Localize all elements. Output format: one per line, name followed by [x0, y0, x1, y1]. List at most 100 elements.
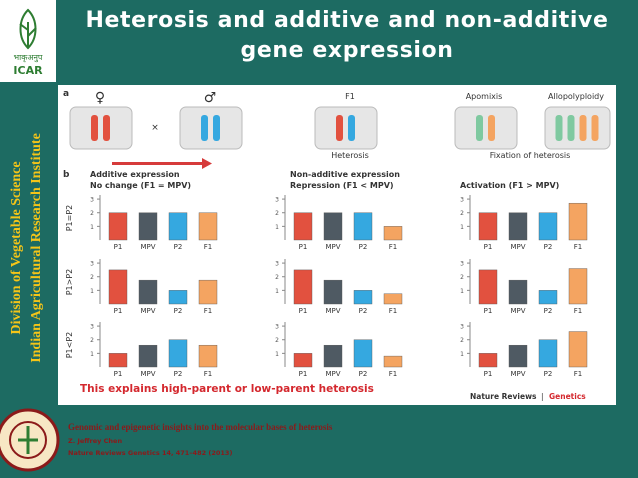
x-tick-label: F1: [389, 370, 397, 378]
logo-hindi: भाकृअनुप: [14, 53, 43, 63]
reference-journal: Nature Reviews Genetics 14, 471–482 (201…: [68, 449, 232, 457]
bar: [198, 212, 218, 241]
bar: [108, 269, 128, 305]
chromosome: [103, 115, 110, 141]
reference-author: Z. Jeffrey Chen: [68, 437, 122, 445]
arrow-bar: [112, 162, 202, 165]
sidebar-line: Division of Vegetable Science: [9, 161, 24, 334]
bar: [538, 212, 558, 241]
sidebar-line: Indian Agricultural Research Institute: [29, 133, 44, 363]
chromosome: [213, 115, 220, 141]
x-tick-label: P1: [114, 370, 123, 378]
chromosome: [567, 115, 575, 141]
x-tick-label: P1: [484, 370, 493, 378]
bar: [108, 353, 128, 368]
bar: [478, 269, 498, 305]
bar: [568, 331, 588, 368]
cell: [544, 106, 611, 150]
x-tick-label: F1: [389, 243, 397, 251]
x-tick-label: MPV: [140, 243, 155, 251]
x-tick-label: P1: [299, 243, 308, 251]
bottom-logo: [0, 408, 60, 472]
arrow-head: [202, 158, 212, 169]
chromosome: [476, 115, 483, 141]
bar: [293, 269, 313, 305]
x-tick-label: F1: [204, 307, 212, 315]
y-tick-label: 1: [275, 288, 279, 295]
x-tick-label: P2: [544, 307, 553, 315]
bar: [293, 212, 313, 241]
y-tick-label: 1: [90, 288, 94, 295]
y-tick-label: 3: [460, 324, 464, 331]
x-tick-label: F1: [574, 307, 582, 315]
x-tick-label: P1: [484, 307, 493, 315]
bar: [198, 279, 218, 305]
figure-text: This explains high-parent or low-parent …: [80, 383, 374, 395]
x-tick-label: MPV: [325, 243, 340, 251]
x-tick-label: P1: [114, 243, 123, 251]
bar: [323, 344, 343, 368]
figure-text: Heterosis: [331, 151, 369, 160]
logo-name: ICAR: [13, 64, 43, 77]
bar: [568, 202, 588, 241]
x-tick-label: P1: [484, 243, 493, 251]
figure-text: Allopolyploidy: [548, 92, 604, 101]
bar: [478, 212, 498, 241]
bar: [478, 353, 498, 368]
x-tick-label: MPV: [140, 307, 155, 315]
x-tick-label: F1: [204, 370, 212, 378]
figure-text: Activation (F1 > MPV): [460, 181, 559, 190]
bar: [508, 212, 528, 241]
row-label: P1=P2: [65, 205, 74, 232]
bar: [508, 344, 528, 368]
figure-text: |: [541, 392, 544, 401]
y-tick-label: 1: [275, 351, 279, 358]
x-tick-label: MPV: [140, 370, 155, 378]
y-tick-label: 3: [275, 197, 279, 204]
bar: [293, 353, 313, 368]
bar: [538, 290, 558, 305]
y-tick-label: 3: [90, 261, 94, 268]
x-tick-label: P1: [299, 370, 308, 378]
bar: [198, 344, 218, 368]
figure-text: ♂: [204, 90, 217, 106]
bar: [383, 293, 403, 305]
y-tick-label: 2: [460, 337, 464, 344]
x-tick-label: F1: [574, 243, 582, 251]
y-tick-label: 2: [460, 274, 464, 281]
x-tick-label: P2: [544, 243, 553, 251]
chromosome: [348, 115, 355, 141]
x-tick-label: P2: [544, 370, 553, 378]
bar: [383, 226, 403, 241]
x-tick-label: P2: [174, 370, 183, 378]
y-tick-label: 3: [90, 197, 94, 204]
bar: [168, 339, 188, 368]
x-tick-label: P1: [114, 307, 123, 315]
x-tick-label: P2: [359, 307, 368, 315]
row-label: P1<P2: [65, 332, 74, 359]
x-tick-label: MPV: [325, 370, 340, 378]
figure-text: No change (F1 = MPV): [90, 181, 191, 190]
cell: [454, 106, 518, 150]
cell: [69, 106, 133, 150]
bar: [353, 339, 373, 368]
chromosome: [591, 115, 599, 141]
x-tick-label: P2: [174, 243, 183, 251]
x-tick-label: F1: [204, 243, 212, 251]
figure-text: Nature Reviews: [470, 392, 537, 401]
bar: [168, 290, 188, 305]
chromosome: [488, 115, 495, 141]
x-tick-label: P2: [359, 370, 368, 378]
figure-text: Genetics: [549, 392, 586, 401]
figure-text: Additive expression: [90, 170, 180, 179]
figure-text: a: [63, 89, 69, 99]
bar: [108, 212, 128, 241]
y-tick-label: 1: [460, 288, 464, 295]
reference-title: Genomic and epigenetic insights into the…: [68, 422, 333, 432]
y-tick-label: 2: [275, 210, 279, 217]
y-tick-label: 3: [90, 324, 94, 331]
y-tick-label: 3: [275, 324, 279, 331]
y-tick-label: 1: [460, 224, 464, 231]
